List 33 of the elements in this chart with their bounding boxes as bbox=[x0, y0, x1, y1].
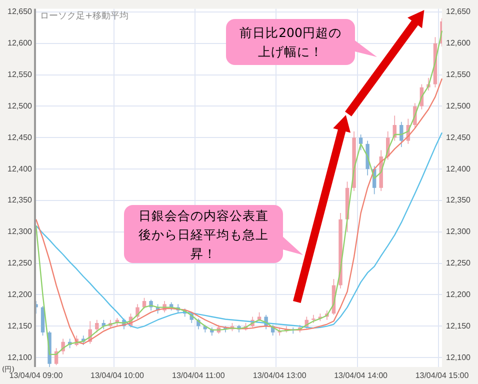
y-tick-label: 12,600 bbox=[8, 38, 33, 48]
y-tick-label: 12,400 bbox=[8, 164, 33, 174]
y2-tick-label: 12,550 bbox=[446, 70, 472, 79]
x-tick-label: 13/04/04 09:00 bbox=[9, 371, 64, 380]
x-tick-label: 13/04/04 11:00 bbox=[172, 371, 226, 380]
y-tick-label: 12,550 bbox=[8, 70, 33, 79]
chart-title: ローソク足+移動平均 bbox=[40, 10, 129, 22]
y2-tick-label: 12,600 bbox=[446, 38, 472, 48]
y-tick-label: 12,350 bbox=[8, 196, 33, 205]
x-tick-label: 13/04/04 14:00 bbox=[334, 371, 388, 380]
x-tick-label: 13/04/04 10:00 bbox=[90, 371, 144, 380]
y-tick-label: 12,500 bbox=[8, 101, 33, 110]
annotation: 前日比200円超の上げ幅に！ bbox=[240, 24, 342, 61]
y2-tick-label: 12,450 bbox=[446, 132, 472, 142]
y-tick-label: 12,650 bbox=[8, 7, 33, 16]
y2-tick-label: 12,200 bbox=[446, 290, 472, 299]
y-tick-label: 12,150 bbox=[8, 321, 33, 330]
annotation: 日銀会合の内容公表直後から日経平均も急上昇！ bbox=[138, 206, 270, 262]
y2-tick-label: 12,150 bbox=[446, 321, 472, 330]
y2-tick-label: 12,300 bbox=[446, 227, 472, 236]
x-tick-label: 13/04/04 15:00 bbox=[415, 371, 470, 380]
y-tick-label: 12,250 bbox=[8, 258, 33, 268]
x-tick-label: 13/04/04 13:00 bbox=[252, 371, 307, 380]
y2-tick-label: 12,350 bbox=[446, 196, 472, 205]
y-tick-label: 12,450 bbox=[8, 132, 33, 142]
y-tick-label: 12,200 bbox=[8, 290, 33, 299]
y2-tick-label: 12,250 bbox=[446, 258, 472, 268]
y-tick-label: 12,300 bbox=[8, 227, 33, 236]
y2-tick-label: 12,400 bbox=[446, 164, 472, 174]
y-tick-label: 12,100 bbox=[8, 352, 33, 362]
y2-tick-label: 12,650 bbox=[446, 7, 472, 16]
y2-tick-label: 12,100 bbox=[446, 352, 472, 362]
y2-tick-label: 12,500 bbox=[446, 101, 472, 110]
